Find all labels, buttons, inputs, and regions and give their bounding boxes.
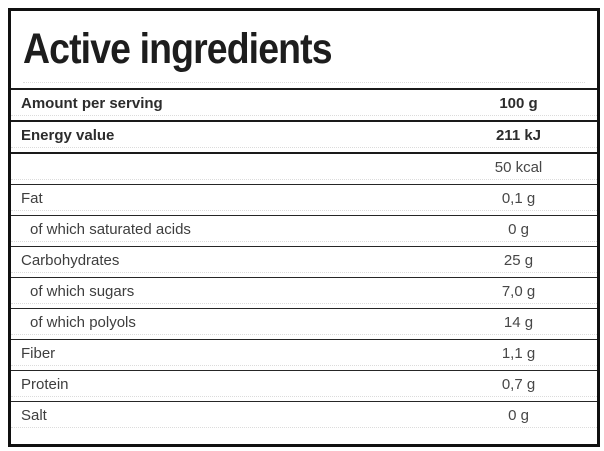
table-row-salt: Salt 0 g xyxy=(11,402,597,429)
row-label: Amount per serving xyxy=(21,95,163,113)
table-row-amount-per-serving: Amount per serving 100 g xyxy=(11,90,597,123)
row-label: of which polyols xyxy=(30,314,136,332)
row-value: 100 g xyxy=(499,95,538,113)
table-row-saturated-acids: of which saturated acids 0 g xyxy=(11,216,597,248)
table-row-carbohydrates: Carbohydrates 25 g xyxy=(11,247,597,279)
table-header-inner: Active ingredients xyxy=(23,23,585,84)
row-value: 0 g xyxy=(508,221,529,239)
table-header: Active ingredients xyxy=(11,11,597,91)
row-label: Carbohydrates xyxy=(21,252,120,270)
row-value: 0 g xyxy=(508,407,529,425)
row-label: Energy value xyxy=(21,127,115,145)
row-value: 50 kcal xyxy=(494,159,543,177)
row-label: Salt xyxy=(21,407,47,425)
table-row-fat: Fat 0,1 g xyxy=(11,185,597,217)
row-value: 14 g xyxy=(503,314,534,332)
row-label: of which sugars xyxy=(30,283,135,301)
row-value: 0,7 g xyxy=(501,376,536,394)
row-label: of which saturated acids xyxy=(30,221,191,239)
table-row-energy-kcal: 50 kcal xyxy=(11,154,597,186)
row-value: 0,1 g xyxy=(501,190,536,208)
row-label: Protein xyxy=(21,376,69,394)
table-row-energy-value: Energy value 211 kJ xyxy=(11,122,597,155)
row-label: Fat xyxy=(21,190,43,208)
row-value: 1,1 g xyxy=(501,345,536,363)
row-value: 7,0 g xyxy=(501,283,536,301)
table-row-protein: Protein 0,7 g xyxy=(11,371,597,403)
row-label: Fiber xyxy=(21,345,56,363)
nutrition-table: Active ingredients Amount per serving 10… xyxy=(8,8,600,447)
page-title: Active ingredients xyxy=(23,25,333,73)
table-row-sugars: of which sugars 7,0 g xyxy=(11,278,597,310)
row-value: 25 g xyxy=(503,252,534,270)
row-value: 211 kJ xyxy=(495,127,542,145)
table-row-polyols: of which polyols 14 g xyxy=(11,309,597,341)
table-row-fiber: Fiber 1,1 g xyxy=(11,340,597,372)
